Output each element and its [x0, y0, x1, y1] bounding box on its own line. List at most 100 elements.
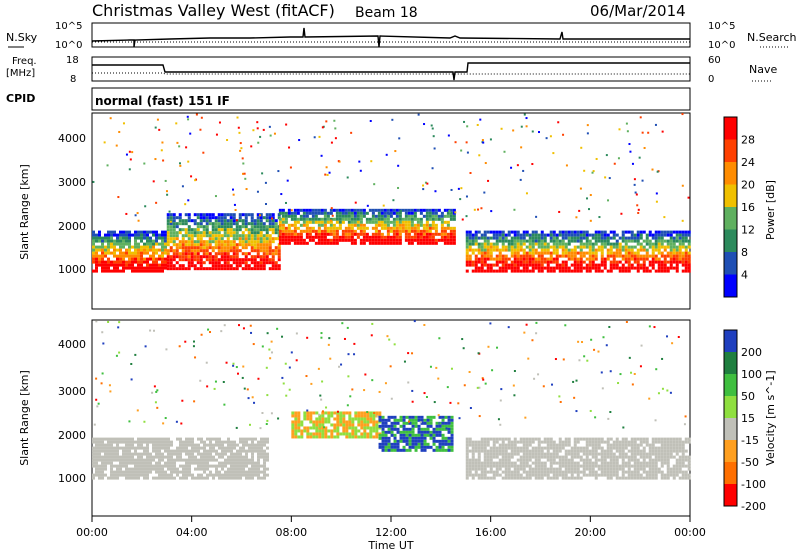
velocity-cell [405, 442, 409, 446]
power-cell [259, 264, 263, 268]
velocity-cell [606, 443, 610, 447]
velocity-cell [540, 464, 544, 468]
velocity-speck [617, 382, 620, 385]
velocity-speck [491, 369, 494, 372]
velocity-cell [666, 467, 670, 471]
power-speck [181, 185, 184, 188]
velocity-cell [176, 473, 179, 477]
power-cell [471, 263, 475, 267]
power-cell [122, 266, 125, 270]
velocity-cell [393, 427, 397, 431]
velocity-cell [125, 443, 128, 447]
velocity-cell [179, 443, 182, 447]
power-cell [169, 231, 173, 235]
power-cell [513, 263, 517, 267]
velocity-cell [363, 432, 367, 436]
power-speck [558, 210, 561, 213]
power-cell [516, 269, 520, 273]
velocity-speck [347, 375, 350, 378]
power-cell [107, 233, 110, 237]
power-ytick-1000: 1000 [58, 263, 86, 276]
velocity-cell [390, 424, 394, 428]
power-cell [434, 223, 438, 227]
velocity-cell [390, 427, 394, 431]
power-cell [320, 235, 324, 239]
velocity-cell [447, 421, 451, 425]
velocity-cell [363, 435, 367, 439]
power-cell [588, 254, 592, 258]
power-cell [431, 217, 435, 221]
velocity-cell [447, 436, 451, 440]
power-cell [119, 257, 122, 261]
power-cell [134, 254, 137, 258]
power-cell [642, 245, 646, 249]
velocity-cell [218, 440, 221, 444]
velocity-cell [254, 446, 257, 450]
velocity-colorbar-swatch [724, 440, 737, 462]
velocity-cell [263, 443, 266, 447]
velocity-cell [642, 449, 646, 453]
power-cell [663, 257, 667, 261]
power-cell [211, 222, 215, 226]
velocity-cell [167, 446, 170, 450]
power-cell [256, 216, 260, 220]
power-speck [457, 187, 460, 190]
velocity-cell [122, 473, 125, 477]
velocity-cell [251, 470, 254, 474]
velocity-cell [369, 414, 373, 418]
velocity-cell [399, 418, 403, 422]
velocity-cell [203, 467, 206, 471]
velocity-cell [236, 473, 239, 477]
power-cell [489, 257, 493, 261]
power-cell [582, 266, 586, 270]
velocity-cell [336, 432, 340, 436]
velocity-cell [420, 427, 424, 431]
velocity-speck [669, 391, 672, 394]
power-cell [558, 233, 562, 237]
power-cell [492, 269, 496, 273]
power-cell [416, 238, 420, 242]
velocity-cell [188, 440, 191, 444]
power-colorbar-tick: 8 [741, 246, 748, 259]
velocity-cell [576, 440, 580, 444]
power-cell [98, 245, 101, 249]
velocity-speck [683, 423, 686, 426]
power-cell [687, 233, 691, 237]
power-cell [531, 239, 535, 243]
power-cell [317, 220, 321, 224]
velocity-cell [107, 446, 110, 450]
power-cell [528, 233, 532, 237]
velocity-cell [378, 418, 382, 422]
power-cell [274, 252, 278, 256]
velocity-cell [360, 414, 364, 418]
velocity-cell [263, 473, 266, 477]
velocity-cell [426, 421, 430, 425]
power-cell [271, 228, 275, 232]
velocity-cell [408, 415, 412, 419]
power-cell [480, 266, 484, 270]
power-cell [519, 236, 523, 240]
power-cell [636, 233, 640, 237]
velocity-cell [666, 452, 670, 456]
power-cell [474, 269, 478, 273]
velocity-cell [423, 442, 427, 446]
velocity-cell [468, 473, 472, 477]
power-cell [271, 267, 275, 271]
power-cell [122, 242, 125, 246]
power-cell [281, 211, 285, 215]
velocity-cell [158, 458, 161, 462]
velocity-cell [420, 421, 424, 425]
power-cell [669, 251, 673, 255]
power-cell [244, 240, 248, 244]
power-cell [190, 231, 194, 235]
power-cell [190, 255, 194, 259]
velocity-cell [432, 436, 436, 440]
power-cell [226, 237, 230, 241]
velocity-cell [666, 461, 670, 465]
power-speck [516, 164, 519, 167]
power-cell [166, 255, 170, 259]
power-cell [380, 232, 384, 236]
velocity-cell [576, 437, 580, 441]
power-cell [214, 228, 218, 232]
velocity-cell [113, 455, 116, 459]
